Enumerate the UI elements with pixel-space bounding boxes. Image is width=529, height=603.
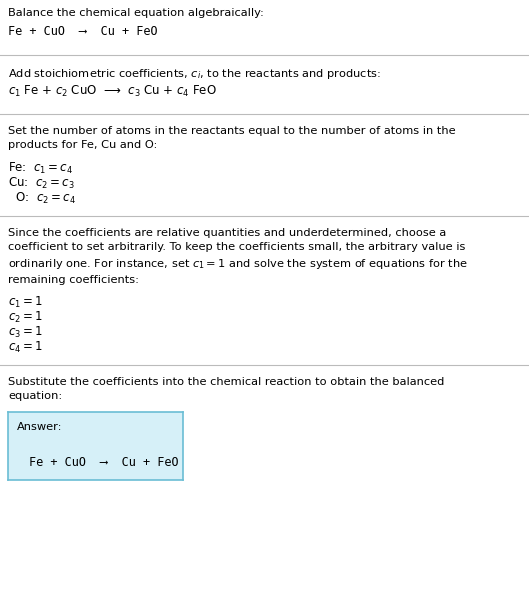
Text: Substitute the coefficients into the chemical reaction to obtain the balanced
eq: Substitute the coefficients into the che… [8,377,444,401]
Text: Fe + CuO  ⟶  Cu + FeO: Fe + CuO ⟶ Cu + FeO [8,25,158,38]
Text: Answer:: Answer: [17,422,62,432]
Text: O:  $c_2 = c_4$: O: $c_2 = c_4$ [8,191,76,206]
Text: Balance the chemical equation algebraically:: Balance the chemical equation algebraica… [8,8,264,18]
Text: $c_1 = 1$: $c_1 = 1$ [8,295,43,310]
Text: Fe:  $c_1 = c_4$: Fe: $c_1 = c_4$ [8,161,73,176]
Text: $c_3 = 1$: $c_3 = 1$ [8,325,43,340]
Text: $c_4 = 1$: $c_4 = 1$ [8,340,43,355]
Text: Since the coefficients are relative quantities and underdetermined, choose a
coe: Since the coefficients are relative quan… [8,228,468,285]
Text: $c_1$ Fe + $c_2$ CuO  ⟶  $c_3$ Cu + $c_4$ FeO: $c_1$ Fe + $c_2$ CuO ⟶ $c_3$ Cu + $c_4$ … [8,84,217,99]
Text: $c_2 = 1$: $c_2 = 1$ [8,310,43,325]
Text: Fe + CuO  ⟶  Cu + FeO: Fe + CuO ⟶ Cu + FeO [29,456,179,469]
Text: Set the number of atoms in the reactants equal to the number of atoms in the
pro: Set the number of atoms in the reactants… [8,126,455,150]
Text: Cu:  $c_2 = c_3$: Cu: $c_2 = c_3$ [8,176,75,191]
Text: Add stoichiometric coefficients, $c_i$, to the reactants and products:: Add stoichiometric coefficients, $c_i$, … [8,67,381,81]
